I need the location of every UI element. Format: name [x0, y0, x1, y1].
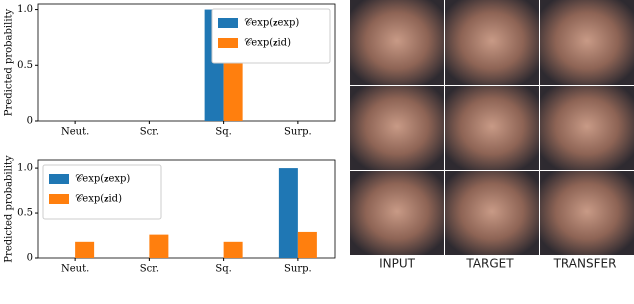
x-tick-label: Scr. — [140, 264, 159, 275]
face-image — [445, 86, 539, 170]
face-image — [350, 86, 444, 170]
legend-box — [211, 8, 331, 64]
face-image — [445, 0, 539, 85]
legend-swatch — [218, 38, 238, 48]
y-tick-label: 0.5 — [17, 60, 33, 71]
y-tick-label: 0 — [27, 116, 33, 127]
y-axis-label: Predicted probability — [4, 155, 15, 263]
column-label: TARGET — [465, 257, 514, 271]
bar — [149, 234, 169, 258]
y-tick-label: 0.5 — [17, 208, 33, 219]
face-grid — [350, 0, 634, 255]
bar — [278, 168, 298, 258]
x-tick-label: Sq. — [215, 264, 231, 275]
x-tick-label: Scr. — [140, 127, 159, 138]
bar — [75, 241, 95, 258]
x-tick-label: Surp. — [284, 127, 312, 138]
x-tick-label: Neut. — [61, 264, 89, 275]
face-image — [350, 0, 444, 85]
y-tick-label: 1.0 — [17, 163, 33, 174]
x-tick-label: Surp. — [284, 264, 312, 275]
face-image — [350, 171, 444, 255]
face-image — [540, 171, 634, 255]
plot-frame — [37, 159, 336, 259]
bar — [297, 231, 317, 258]
column-label: TRANSFER — [553, 257, 617, 271]
legend-box — [42, 164, 162, 220]
plot-frame — [37, 3, 336, 122]
y-axis-label: Predicted probability — [4, 8, 15, 116]
legend-label: 𝒞exp(𝐳id) — [244, 38, 291, 49]
face-image — [540, 86, 634, 170]
column-label: INPUT — [379, 257, 416, 271]
y-tick-label: 1.0 — [17, 4, 33, 15]
bar — [223, 241, 243, 258]
x-tick-label: Neut. — [61, 127, 89, 138]
face-image — [445, 171, 539, 255]
face-image — [540, 0, 634, 85]
legend-swatch — [49, 174, 69, 184]
y-tick-label: 0 — [27, 253, 33, 264]
legend-label: 𝒞exp(𝐳exp) — [244, 18, 299, 29]
legend-swatch — [49, 194, 69, 204]
x-tick-label: Sq. — [215, 127, 231, 138]
legend-label: 𝒞exp(𝐳exp) — [75, 174, 130, 185]
legend-label: 𝒞exp(𝐳id) — [75, 194, 122, 205]
legend-swatch — [218, 18, 238, 28]
